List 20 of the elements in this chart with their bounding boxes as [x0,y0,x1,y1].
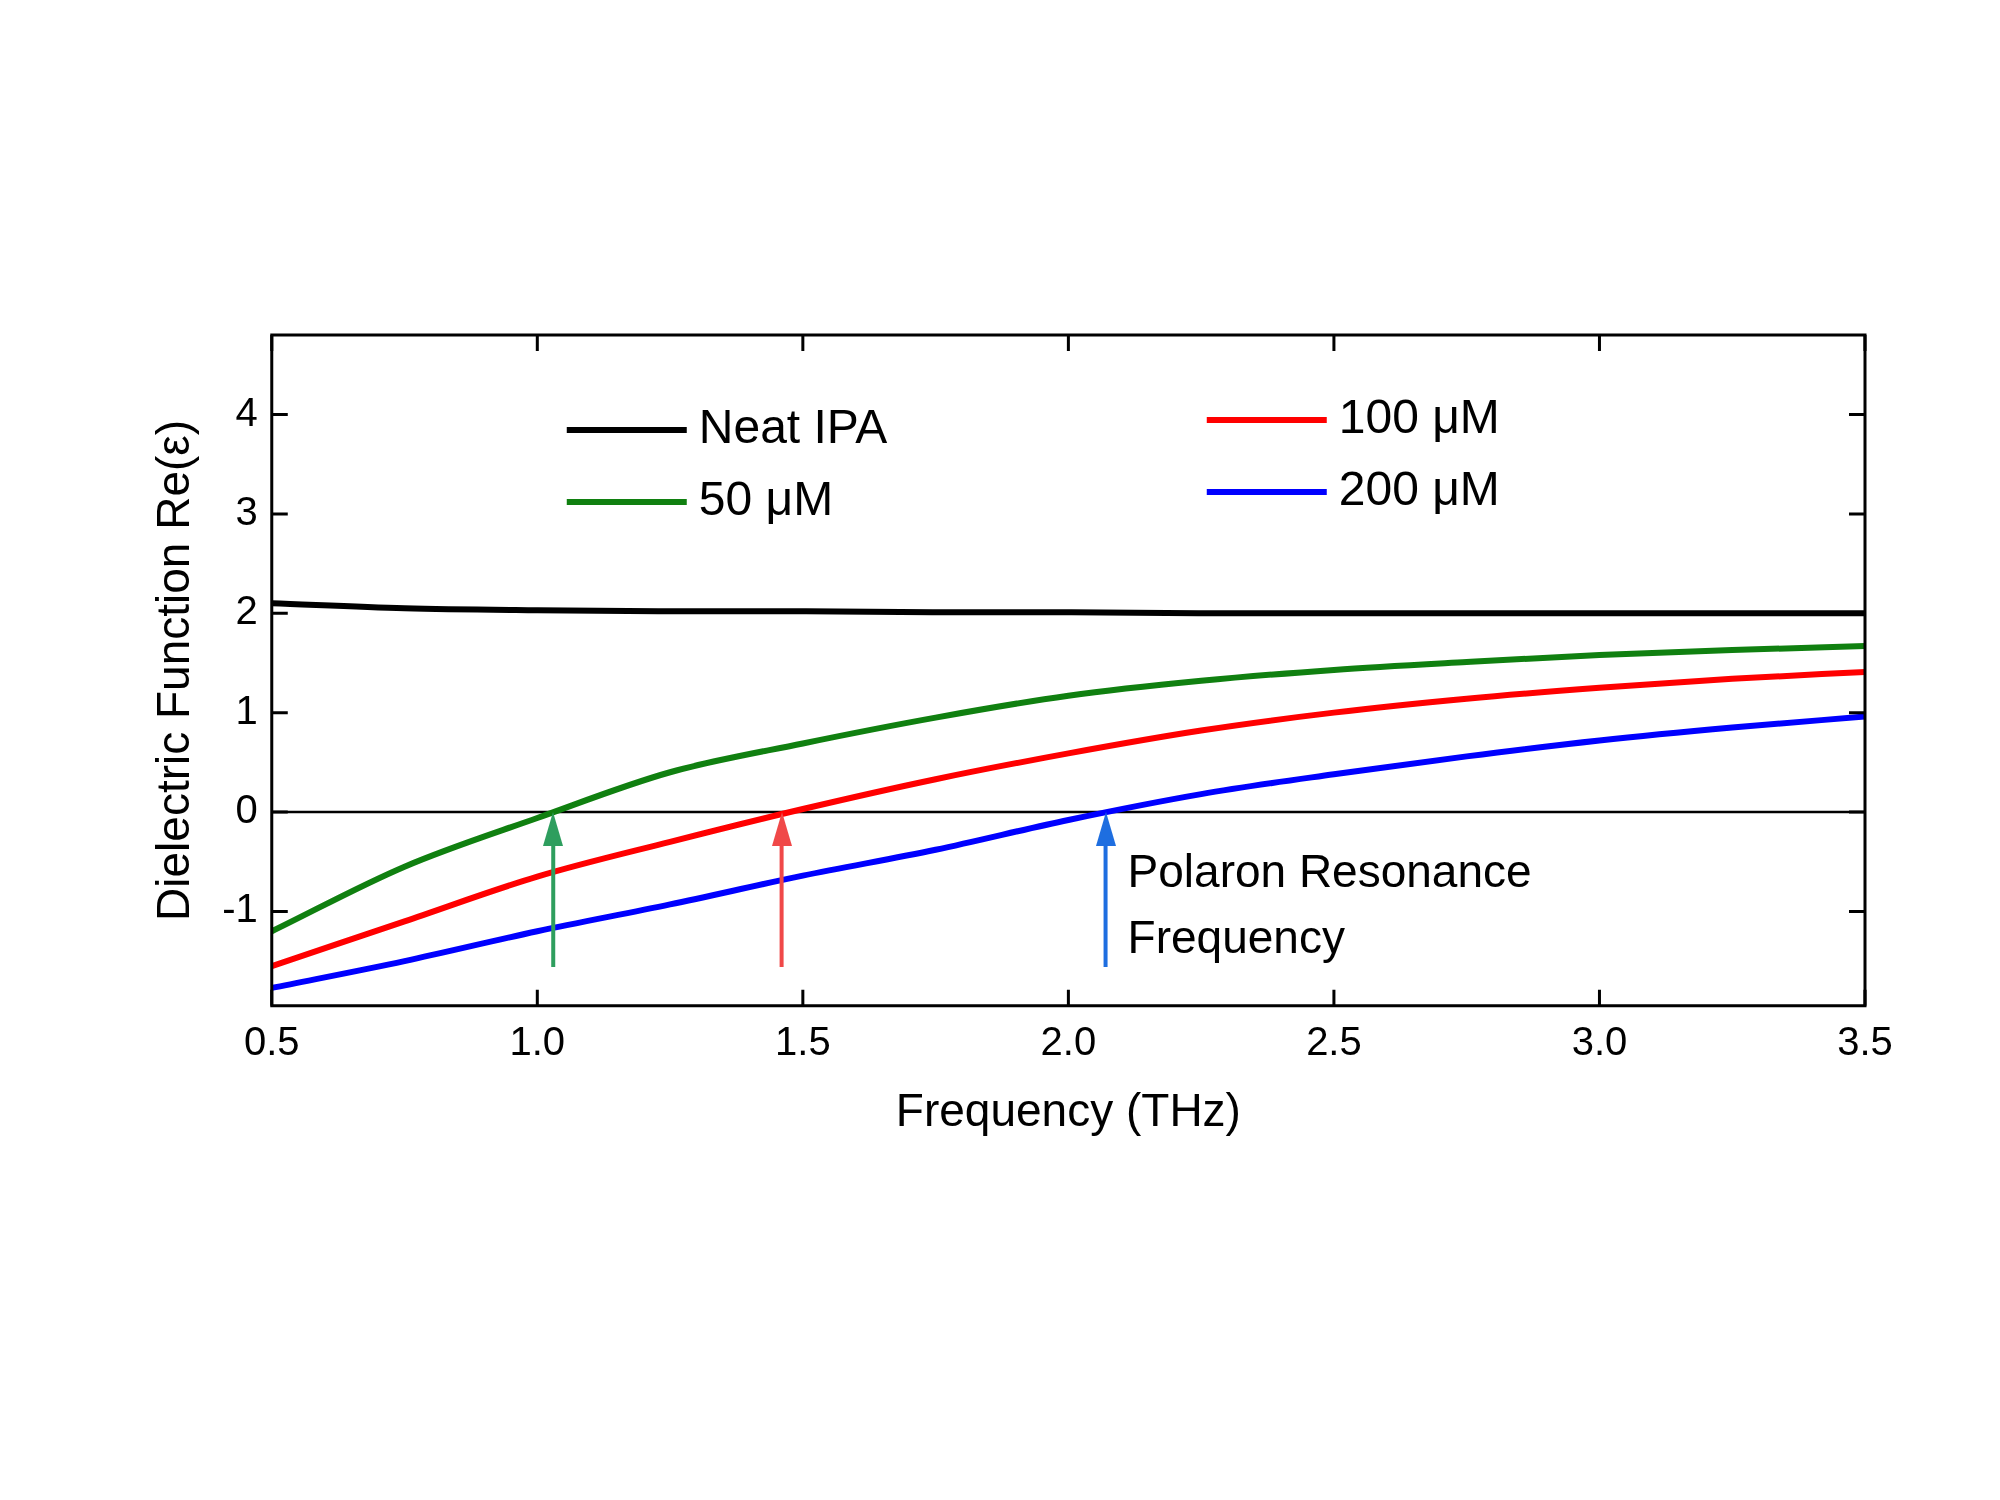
legend-label: 100 μM [1338,390,1500,444]
y-tick-label: 0 [235,787,258,832]
x-tick-label: 1.0 [509,1018,566,1063]
x-tick-label: 3.5 [1837,1018,1893,1063]
y-axis-title: Dielectric Function Re(ε) [147,419,200,921]
legend-label: 200 μM [1338,462,1500,516]
x-tick-label: 3.0 [1571,1018,1628,1063]
x-tick-label: 0.5 [243,1018,300,1063]
y-tick-label: 3 [235,488,258,533]
legend-label: 50 μM [698,472,834,526]
y-tick-label: 2 [235,588,258,633]
y-tick-label: -1 [222,886,258,931]
x-tick-label: 1.5 [775,1018,831,1063]
x-tick-label: 2.0 [1040,1018,1097,1063]
x-tick-label: 2.5 [1306,1018,1362,1063]
x-axis-title: Frequency (THz) [895,1084,1241,1137]
annotation: Polaron Resonance Frequency [1127,844,1532,963]
legend-label: Neat IPA [698,400,888,454]
y-tick-label: 1 [235,687,258,732]
y-tick-label: 4 [235,389,258,434]
